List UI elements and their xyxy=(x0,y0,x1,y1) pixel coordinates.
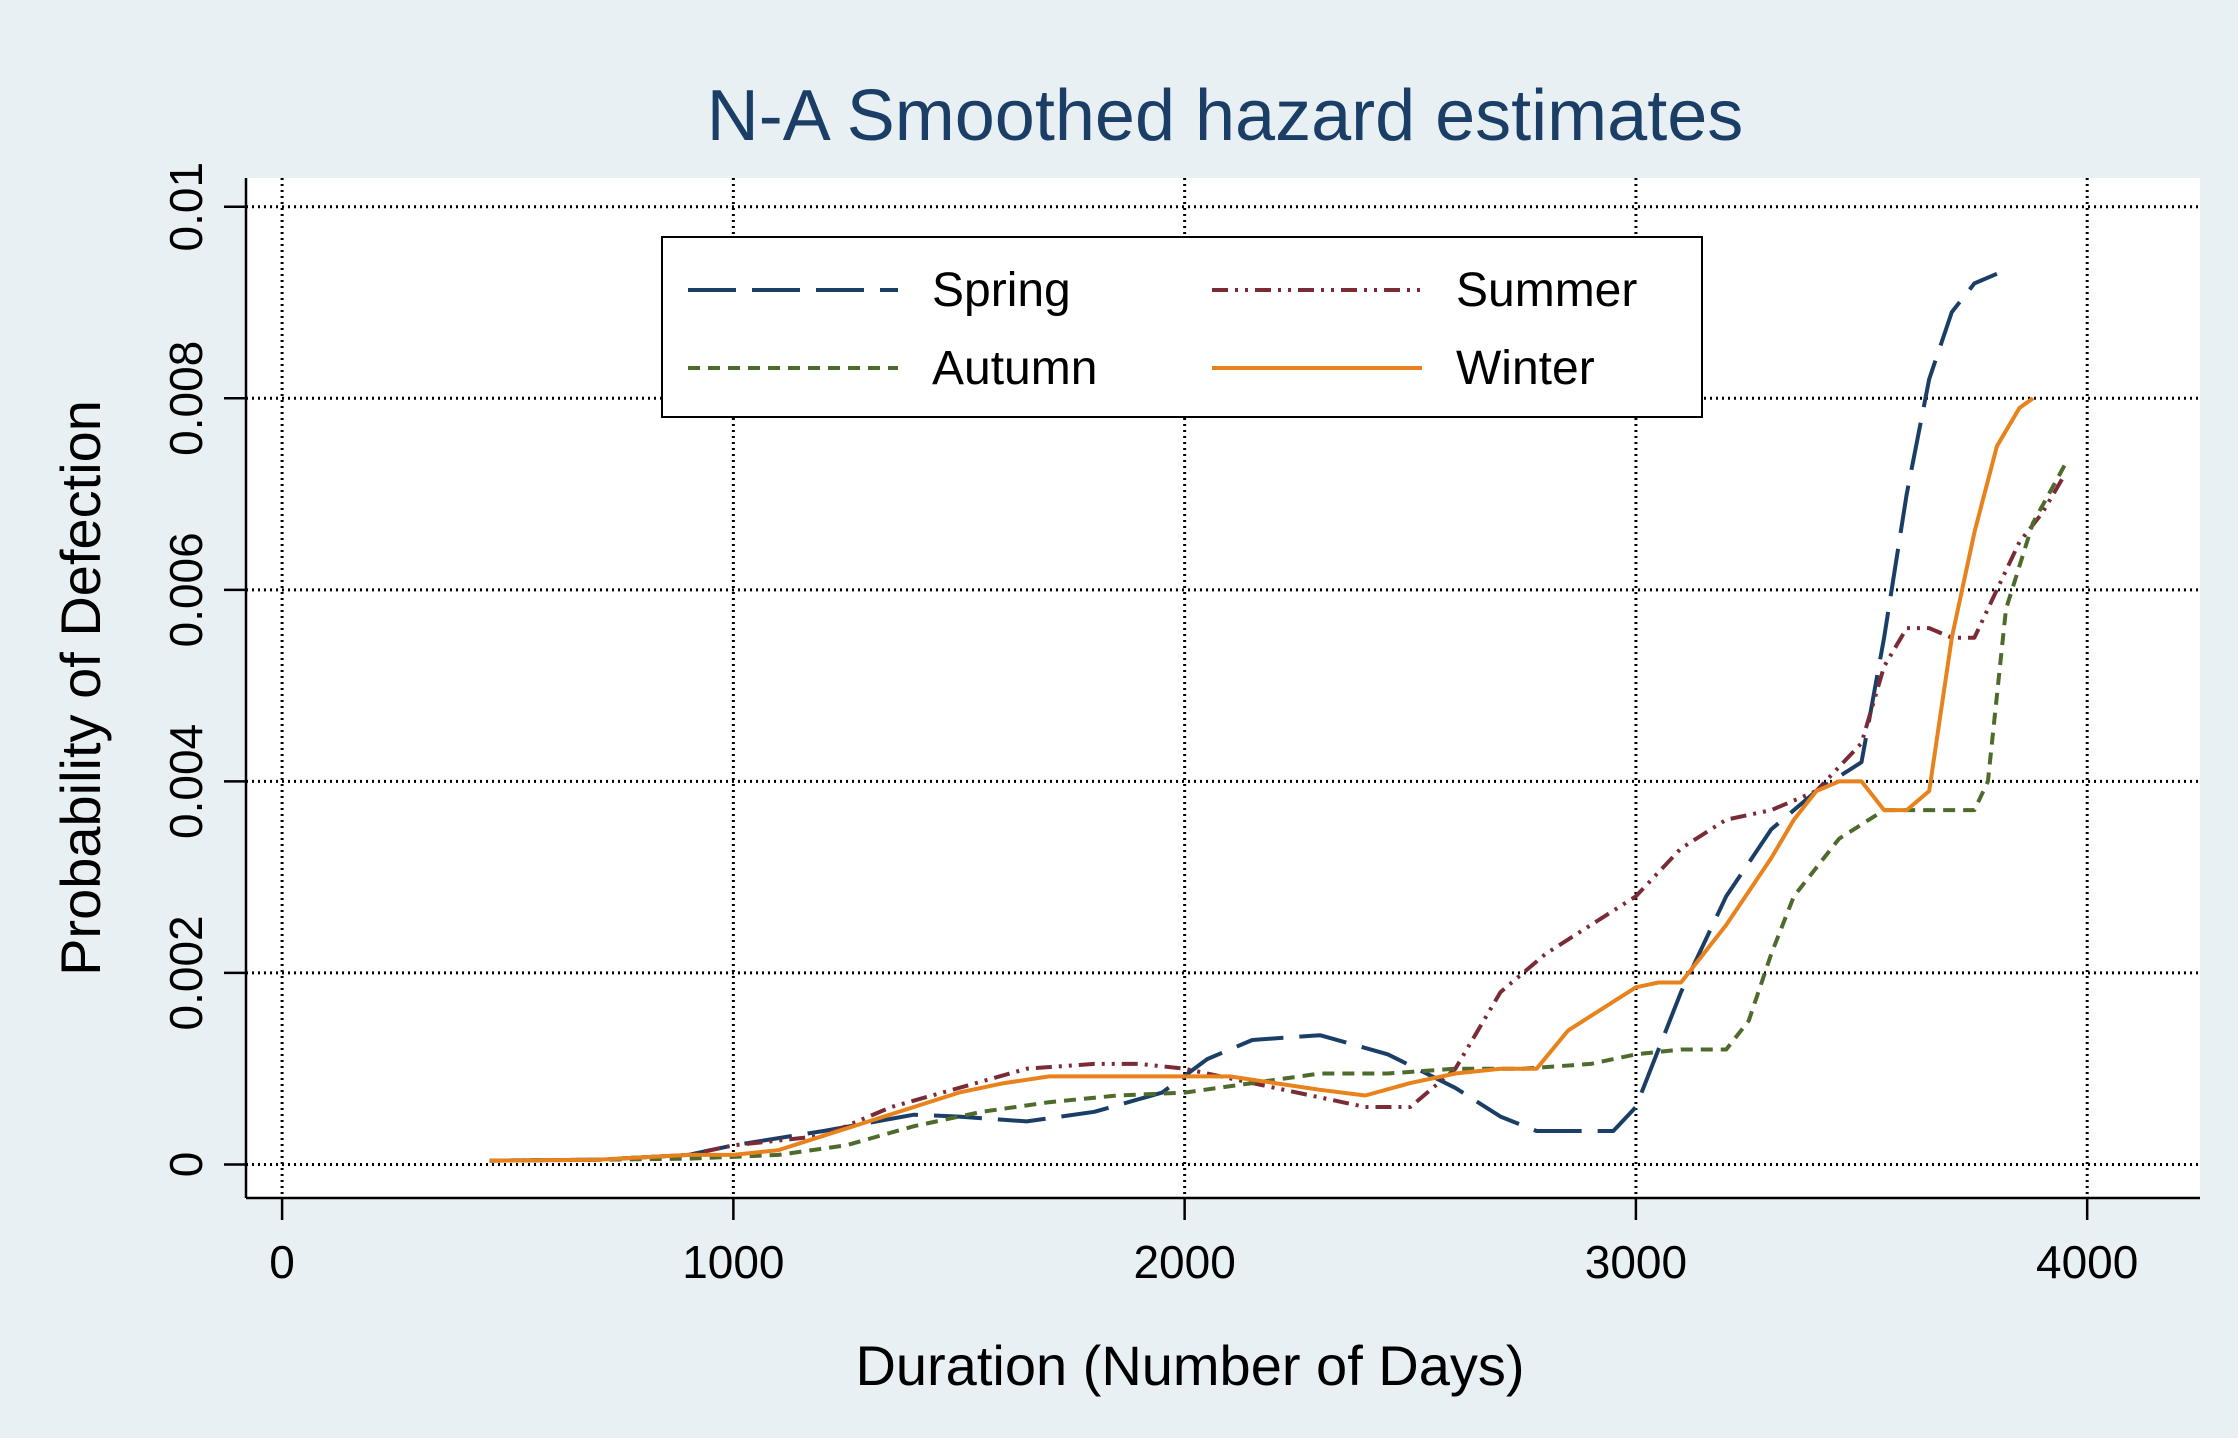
series-line-autumn xyxy=(489,464,2067,1163)
series-lines xyxy=(489,271,2067,1163)
legend-label-summer: Summer xyxy=(1456,264,1637,317)
legend-label-spring: Spring xyxy=(932,264,1071,317)
legend-label-winter: Winter xyxy=(1456,342,1595,395)
series-line-summer xyxy=(489,473,2067,1163)
x-tick-label: 1000 xyxy=(682,1236,784,1288)
y-tick-label: 0.01 xyxy=(160,162,212,252)
x-tick-label: 4000 xyxy=(2036,1236,2138,1288)
x-tick-labels: 0 1000 2000 3000 4000 xyxy=(269,1236,2138,1288)
grid-lines xyxy=(246,178,2200,1198)
y-tick-label: 0.008 xyxy=(160,341,212,456)
x-tick-label: 0 xyxy=(269,1236,295,1288)
x-tick-label: 3000 xyxy=(1585,1236,1687,1288)
y-tick-label: 0 xyxy=(160,1152,212,1178)
y-tick-label: 0.002 xyxy=(160,915,212,1030)
y-tick-labels: 0 0.002 0.004 0.006 0.008 0.01 xyxy=(160,162,212,1177)
legend-box xyxy=(661,236,1703,418)
y-tick-label: 0.004 xyxy=(160,724,212,839)
series-line-winter xyxy=(489,396,2035,1163)
axes xyxy=(224,178,2200,1220)
x-tick-label: 2000 xyxy=(1133,1236,1235,1288)
legend-label-autumn: Autumn xyxy=(932,342,1097,395)
chart-title: N-A Smoothed hazard estimates xyxy=(707,76,1744,156)
x-axis-label: Duration (Number of Days) xyxy=(855,1334,1524,1397)
y-tick-label: 0.006 xyxy=(160,532,212,647)
legend: Spring Summer Autumn Winter xyxy=(661,236,1703,418)
y-axis-label: Probability of Defection xyxy=(49,400,112,976)
series-line-spring xyxy=(489,271,1998,1163)
